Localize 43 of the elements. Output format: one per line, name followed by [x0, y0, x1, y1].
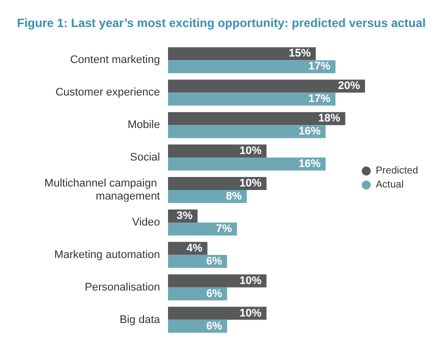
data-label: 10% [239, 274, 262, 287]
data-label: 7% [216, 222, 232, 235]
legend-label: Predicted [376, 166, 418, 176]
data-label: 20% [338, 80, 360, 92]
data-label: 10% [239, 178, 262, 190]
data-label: 18% [318, 112, 341, 125]
y-tick-label: Customer experience [55, 86, 160, 99]
data-label: 16% [298, 158, 321, 170]
data-label: 16% [298, 126, 321, 138]
data-label: 10% [239, 145, 262, 158]
data-label: 6% [206, 320, 222, 332]
bar [168, 144, 266, 158]
data-label: 3% [176, 210, 193, 222]
y-tick-label: Personalisation [84, 281, 160, 294]
data-label: 10% [239, 307, 262, 320]
y-tick-label: Big data [120, 314, 161, 326]
y-tick-label: Video [132, 216, 160, 228]
bar [168, 158, 326, 171]
bar [168, 274, 266, 288]
bar [168, 177, 266, 190]
data-label: 6% [206, 288, 222, 300]
legend-label: Actual [376, 180, 404, 190]
data-label: 8% [226, 190, 242, 202]
bar [168, 190, 247, 203]
data-label: 4% [186, 242, 203, 254]
y-tick-label: Social [130, 152, 160, 164]
y-tick-label: Multichannel campaign management [44, 178, 160, 202]
data-label: 15% [288, 48, 311, 60]
y-tick-label: Content marketing [70, 54, 160, 66]
bar [168, 112, 346, 126]
y-tick-label: Mobile [128, 119, 160, 132]
chart-title: Figure 1: Last year’s most exciting opportunity: predicted versus actual [17, 16, 426, 30]
bar [168, 222, 237, 236]
bar [168, 125, 326, 138]
y-tick-label: Marketing automation [54, 248, 160, 261]
bar [168, 47, 316, 60]
bar [168, 60, 336, 74]
bar [168, 306, 266, 320]
data-label: 17% [308, 93, 331, 106]
data-label: 6% [206, 255, 222, 268]
data-label: 17% [308, 60, 331, 73]
bar [168, 92, 336, 106]
bar [168, 80, 365, 93]
